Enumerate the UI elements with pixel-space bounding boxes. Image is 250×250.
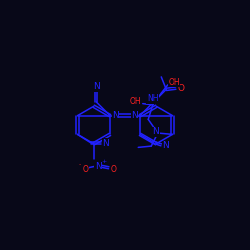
Text: +: +: [101, 159, 106, 164]
Text: N: N: [131, 111, 138, 120]
Text: O: O: [82, 165, 88, 174]
Text: N: N: [152, 128, 159, 136]
Text: N: N: [162, 141, 169, 150]
Text: OH: OH: [168, 78, 180, 87]
Text: O: O: [110, 165, 116, 174]
Text: N: N: [112, 111, 119, 120]
Text: N: N: [102, 138, 109, 147]
Text: NH: NH: [147, 94, 158, 103]
Text: N: N: [95, 162, 102, 171]
Text: OH: OH: [130, 97, 141, 106]
Text: O: O: [178, 84, 185, 92]
Text: N: N: [93, 82, 100, 91]
Text: -: -: [78, 162, 81, 167]
